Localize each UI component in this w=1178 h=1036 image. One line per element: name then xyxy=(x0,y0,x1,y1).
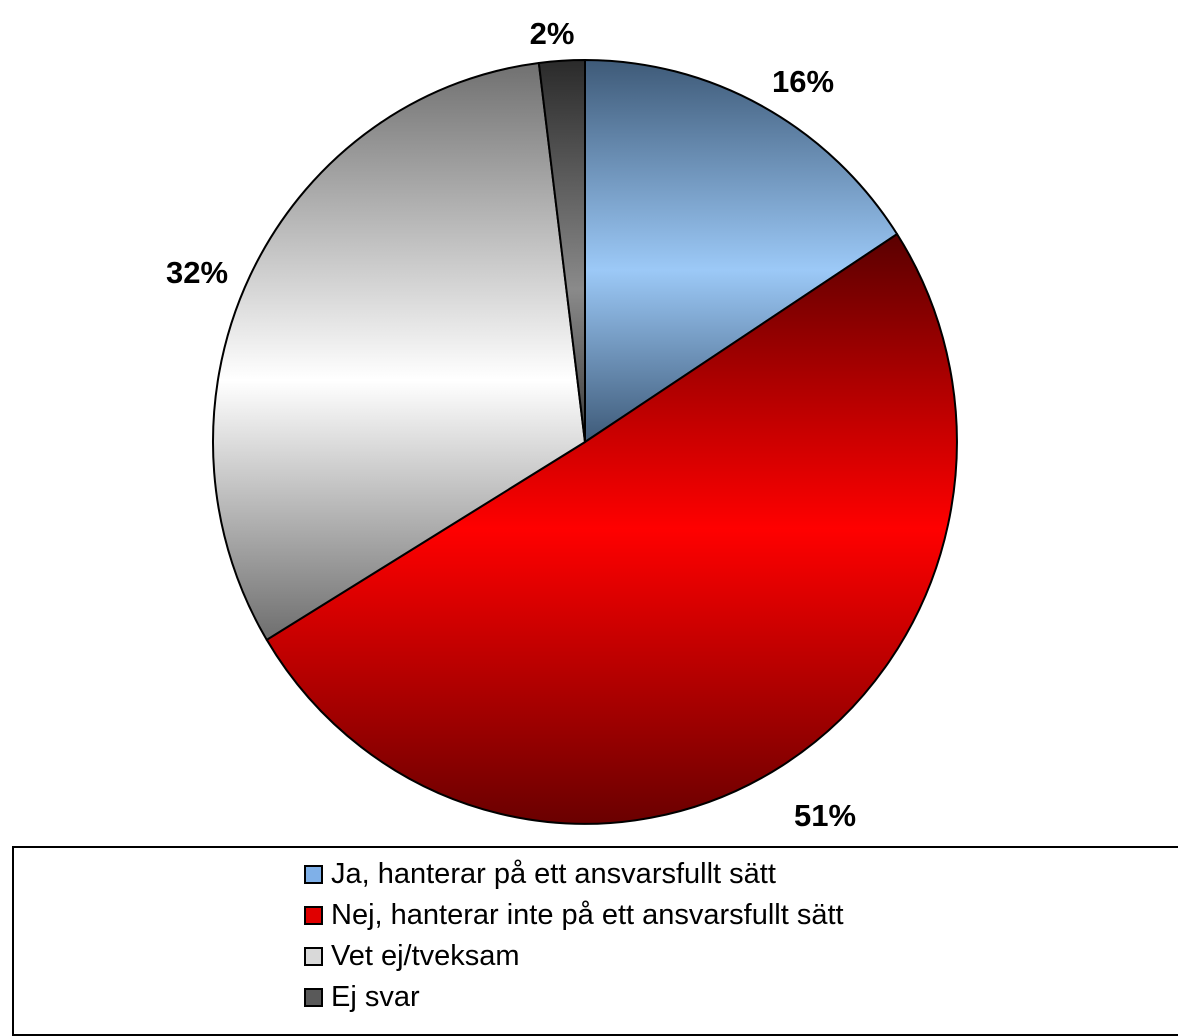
pie-slice-1 xyxy=(584,59,899,443)
legend-label-4: Ej svar xyxy=(331,981,420,1013)
legend-swatch-4 xyxy=(304,988,323,1007)
slice-value-label-3: 32% xyxy=(166,255,228,290)
legend-item-2: Nej, hanterar inte på ett ansvarsfullt s… xyxy=(304,895,844,936)
legend-label-2: Nej, hanterar inte på ett ansvarsfullt s… xyxy=(331,899,844,931)
legend-item-4: Ej svar xyxy=(304,977,844,1018)
pie-slice-4 xyxy=(537,59,586,443)
pie-slice-2 xyxy=(265,233,958,825)
legend-label-1: Ja, hanterar på ett ansvarsfullt sätt xyxy=(331,858,776,890)
chart-legend: Ja, hanterar på ett ansvarsfullt sätt Nej… xyxy=(12,846,1178,1036)
legend-swatch-3 xyxy=(304,947,323,966)
legend-item-3: Vet ej/tveksam xyxy=(304,936,844,977)
pie-chart: 16% 51% 32% 2% xyxy=(166,16,958,830)
slice-value-label-2: 51% xyxy=(794,798,856,830)
legend-label-3: Vet ej/tveksam xyxy=(331,940,520,972)
slice-value-label-1: 16% xyxy=(772,64,834,99)
legend-item-1: Ja, hanterar på ett ansvarsfullt sätt xyxy=(304,854,844,895)
legend-swatch-2 xyxy=(304,906,323,925)
legend-swatch-1 xyxy=(304,865,323,884)
pie-slice-3 xyxy=(212,61,586,641)
slice-value-label-4: 2% xyxy=(530,16,575,51)
